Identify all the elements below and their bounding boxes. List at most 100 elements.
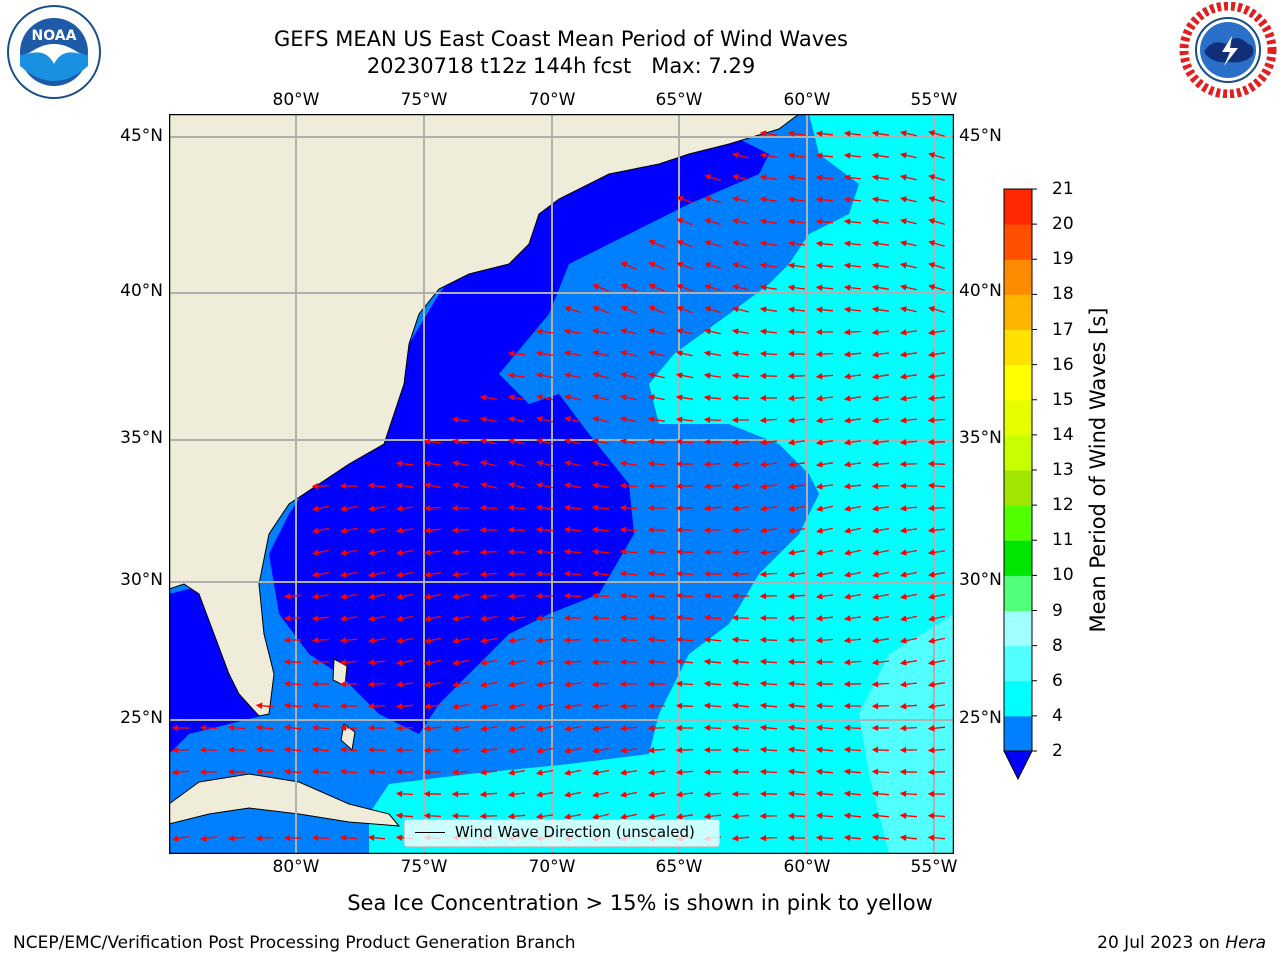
wave-direction-arrow bbox=[759, 768, 778, 776]
wave-direction-arrow bbox=[899, 790, 918, 798]
wave-direction-arrow bbox=[787, 196, 805, 203]
wave-direction-arrow bbox=[339, 593, 358, 600]
wave-direction-arrow bbox=[787, 483, 805, 490]
nws-logo bbox=[1178, 2, 1278, 98]
wave-direction-arrow bbox=[395, 637, 414, 644]
wave-direction-arrow bbox=[591, 416, 609, 423]
wave-direction-arrow bbox=[395, 724, 414, 732]
wave-direction-arrow bbox=[731, 483, 749, 490]
wave-direction-arrow bbox=[647, 570, 666, 577]
wave-direction-arrow bbox=[423, 460, 441, 467]
wave-direction-arrow bbox=[676, 217, 693, 226]
lat-label-right-25n: 25°N bbox=[959, 708, 1002, 728]
wave-direction-arrow bbox=[479, 769, 497, 776]
colorbar-swatch bbox=[1004, 610, 1032, 647]
wave-direction-arrow bbox=[255, 724, 274, 731]
wave-direction-arrow bbox=[703, 680, 722, 687]
wave-direction-arrow bbox=[395, 549, 414, 556]
wave-direction-arrow bbox=[843, 196, 861, 203]
wave-direction-arrow bbox=[703, 636, 722, 643]
wave-direction-arrow bbox=[843, 240, 861, 247]
wave-direction-arrow bbox=[563, 438, 581, 445]
wave-direction-arrow bbox=[759, 658, 778, 666]
wave-direction-arrow bbox=[311, 768, 330, 775]
wave-direction-arrow bbox=[843, 549, 861, 556]
wave-direction-arrow bbox=[283, 702, 302, 709]
wave-direction-arrow bbox=[787, 328, 806, 336]
wave-direction-arrow bbox=[759, 483, 777, 490]
colorbar-swatch bbox=[1004, 259, 1032, 295]
wave-direction-arrow bbox=[591, 482, 609, 489]
wave-direction-arrow bbox=[871, 351, 889, 358]
wave-direction-arrow bbox=[815, 593, 833, 600]
wave-direction-arrow bbox=[648, 305, 665, 314]
wave-direction-arrow bbox=[563, 769, 581, 776]
colorbar-tick-label: 14 bbox=[1052, 424, 1074, 445]
wave-direction-arrow bbox=[395, 812, 414, 819]
wave-direction-arrow bbox=[199, 724, 218, 732]
wave-direction-arrow bbox=[871, 373, 889, 380]
wave-direction-arrow bbox=[619, 394, 637, 401]
wave-direction-arrow bbox=[647, 636, 666, 643]
wave-direction-arrow bbox=[787, 306, 805, 313]
wave-direction-arrow bbox=[815, 505, 833, 512]
wave-direction-arrow bbox=[843, 417, 861, 424]
wave-direction-arrow bbox=[787, 614, 806, 622]
wave-direction-arrow bbox=[479, 659, 498, 666]
wave-direction-arrow bbox=[843, 284, 861, 291]
wave-direction-arrow bbox=[787, 680, 806, 688]
wave-direction-arrow bbox=[339, 658, 358, 666]
wave-direction-arrow bbox=[815, 218, 834, 225]
wave-direction-arrow bbox=[815, 702, 834, 710]
lat-label-right-45n: 45°N bbox=[959, 126, 1002, 146]
wave-direction-arrow bbox=[507, 526, 526, 534]
wave-direction-arrow bbox=[423, 812, 442, 820]
lon-label-top-70w: 70°W bbox=[528, 90, 576, 110]
wave-direction-arrow bbox=[759, 636, 778, 644]
wave-direction-arrow bbox=[507, 350, 526, 357]
colorbar-tick-label: 17 bbox=[1052, 319, 1074, 340]
wave-direction-arrow bbox=[871, 196, 889, 203]
wave-direction-arrow bbox=[535, 681, 554, 688]
colorbar-swatch bbox=[1004, 470, 1032, 506]
colorbar-swatch bbox=[1004, 399, 1032, 436]
wave-direction-arrow bbox=[591, 592, 610, 600]
wave-direction-arrow bbox=[479, 747, 497, 754]
map-title: GEFS MEAN US East Coast Mean Period of W… bbox=[274, 27, 848, 51]
wave-direction-arrow bbox=[423, 615, 441, 622]
wave-direction-arrow bbox=[647, 416, 666, 423]
wave-direction-arrow bbox=[451, 747, 470, 754]
wave-direction-arrow bbox=[311, 636, 330, 644]
wave-direction-arrow bbox=[507, 725, 525, 732]
wave-direction-arrow bbox=[367, 615, 386, 622]
wave-direction-arrow bbox=[451, 637, 469, 644]
wave-direction-arrow bbox=[367, 571, 385, 578]
footer-date: 20 Jul 2023 on bbox=[1097, 933, 1220, 953]
wave-direction-arrow bbox=[619, 460, 637, 467]
wave-direction-arrow bbox=[423, 746, 442, 754]
wave-direction-arrow bbox=[899, 130, 917, 137]
wave-direction-arrow bbox=[507, 372, 525, 379]
colorbar-tick-label: 10 bbox=[1052, 565, 1074, 586]
wave-direction-arrow bbox=[647, 460, 666, 468]
wave-direction-arrow bbox=[367, 680, 386, 688]
wave-direction-arrow bbox=[591, 460, 610, 467]
wave-direction-arrow bbox=[591, 769, 610, 776]
wave-direction-arrow bbox=[227, 835, 246, 842]
wave-direction-arrow bbox=[451, 482, 469, 489]
wave-direction-arrow bbox=[591, 328, 609, 335]
wave-direction-arrow bbox=[563, 548, 582, 555]
wave-direction-arrow bbox=[927, 746, 946, 754]
wave-direction-arrow bbox=[731, 548, 750, 556]
wave-direction-arrow bbox=[815, 373, 834, 380]
colorbar-tick-label: 11 bbox=[1052, 530, 1074, 551]
wave-direction-arrow bbox=[339, 724, 358, 732]
wave-direction-arrow bbox=[620, 261, 637, 270]
wave-direction-arrow bbox=[899, 549, 918, 556]
footer-right: 20 Jul 2023 on Hera bbox=[1097, 933, 1266, 953]
wave-direction-arrow bbox=[311, 746, 330, 753]
wave-direction-arrow bbox=[871, 395, 889, 402]
lon-label-top-80w: 80°W bbox=[272, 90, 320, 110]
wave-direction-arrow bbox=[451, 659, 469, 666]
wave-direction-arrow bbox=[927, 482, 946, 490]
